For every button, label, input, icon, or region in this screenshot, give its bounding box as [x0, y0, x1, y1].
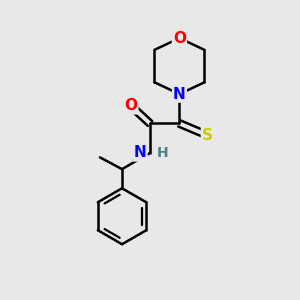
- Text: N: N: [134, 146, 146, 160]
- Text: H: H: [157, 146, 168, 160]
- Text: N: N: [173, 87, 186, 102]
- Text: O: O: [173, 31, 186, 46]
- Text: S: S: [202, 128, 213, 143]
- Text: O: O: [124, 98, 137, 113]
